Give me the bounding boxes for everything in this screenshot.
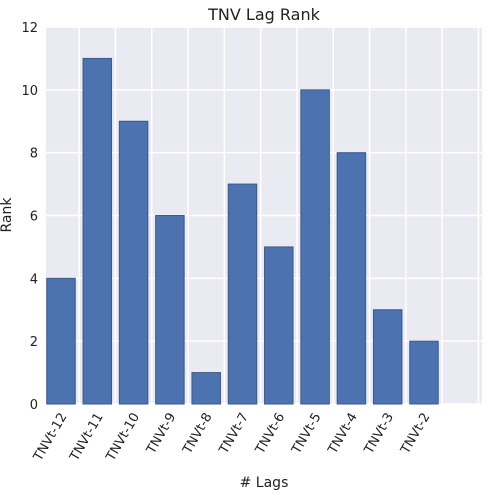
y-tick-label: 4 [30,272,38,287]
y-tick-labels: 0 2 4 6 8 10 12 [21,21,38,413]
y-tick-label: 8 [30,147,38,162]
y-tick-label: 2 [30,335,38,350]
x-tick-label: TNVt-5 [289,411,325,458]
x-tick-label: TNVt-9 [144,411,180,458]
bar-TNVt-6 [264,246,294,405]
x-tick-label: TNVt-2 [398,411,434,458]
y-tick-label: 6 [30,210,38,225]
bar-TNVt-7 [227,183,258,405]
bar-TNVt-8 [191,372,221,405]
x-tick-label: TNVt-4 [325,411,361,458]
bar-TNVt-2 [409,340,439,405]
bar-TNVt-5 [300,89,330,405]
grid-lines [46,26,482,405]
y-axis-label: Rank [0,197,15,233]
bar-TNVt-12 [46,277,76,405]
x-tick-label: TNVt-6 [252,411,288,458]
bar-TNVt-4 [336,152,367,405]
bars [46,57,439,405]
y-tick-label: 0 [30,398,38,413]
bar-TNVt-9 [155,215,185,405]
x-tick-label: TNVt-7 [216,411,252,458]
y-tick-label: 12 [21,21,38,36]
chart-title: TNV Lag Rank [207,5,320,24]
x-tick-label: TNVt-8 [180,411,216,458]
bar-TNVt-3 [372,309,403,405]
bar-TNVt-11 [82,57,113,405]
x-tick-label: TNVt-11 [67,411,107,465]
y-tick-label: 10 [21,84,38,99]
bar-TNVt-10 [118,120,149,405]
x-tick-label: TNVt-3 [361,411,397,458]
x-axis-label: # Lags [240,475,289,491]
x-tick-label: TNVt-10 [103,411,143,465]
x-tick-label: TNVt-12 [31,411,71,465]
